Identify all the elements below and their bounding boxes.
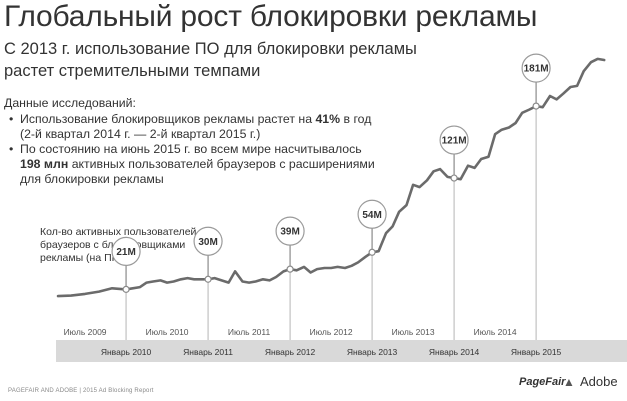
top-tick-label: Июль 2010 [146, 327, 189, 337]
chart-label-line-3: рекламы (на ПК) [40, 252, 122, 264]
callout-point [286, 265, 294, 273]
bottom-tick-label: Январь 2012 [265, 347, 316, 357]
callout-value-label: 21M [116, 247, 135, 258]
growth-percent: 41% [315, 112, 341, 126]
bottom-tick-label: Январь 2010 [101, 347, 152, 357]
timeline-band [56, 340, 627, 362]
bottom-tick-label: Январь 2011 [183, 347, 233, 357]
source-footer: PAGEFAIR AND ADOBE | 2015 Ad Blocking Re… [8, 388, 154, 394]
callout-value-label: 30M [198, 237, 217, 248]
top-tick-label: Июль 2013 [392, 327, 435, 337]
pagefair-logo: PageFair [519, 376, 566, 388]
finding-growth-suffix: в год [340, 112, 372, 126]
top-tick-label: Июль 2012 [310, 327, 353, 337]
callout-bubble [275, 216, 305, 246]
callout-bubble [439, 125, 469, 155]
bottom-tick-label: Январь 2014 [429, 347, 480, 357]
callout-point [368, 248, 376, 256]
callout-point [532, 102, 540, 110]
bottom-tick-label: Январь 2013 [347, 347, 398, 357]
top-tick-label: Июль 2011 [228, 327, 271, 337]
finding-growth-text: Использование блокировщиков рекламы раст… [20, 112, 316, 126]
findings-list: Использование блокировщиков рекламы раст… [4, 112, 375, 187]
callout-value-label: 39M [280, 227, 299, 238]
finding-growth-line-1: Использование блокировщиков рекламы раст… [20, 112, 375, 127]
finding-users-line-1: По состоянию на июнь 2015 г. во всем мир… [20, 142, 362, 156]
callout-value-label: 121M [442, 136, 467, 147]
chart-y-label: Кол-во активных пользователей браузеров … [40, 226, 196, 265]
bottom-tick-label: Январь 2015 [511, 347, 562, 357]
callout-point [204, 275, 212, 283]
finding-users-line-3: для блокировки рекламы [20, 172, 164, 186]
findings-heading: Данные исследований: [4, 96, 136, 110]
subtitle-line-1: С 2013 г. использование ПО для блокировк… [4, 40, 417, 58]
callout-bubble [193, 226, 223, 256]
top-tick-labels: Июль 2009 Июль 2010 Июль 2011 Июль 2012 Июль… [64, 327, 517, 337]
bottom-tick-labels: Январь 2010 Январь 2011 Январь 2012 Январь … [101, 347, 562, 357]
adobe-icon: ▲ [563, 375, 575, 389]
subtitle: С 2013 г. использование ПО для блокировк… [4, 38, 417, 82]
page-title: Глобальный рост блокировки рекламы [4, 0, 538, 33]
chart-label-line-1: Кол-во активных пользователей [40, 226, 197, 238]
subtitle-line-2: растет стремительными темпами [4, 62, 261, 80]
users-count: 198 млн [20, 157, 69, 171]
finding-users-line-2: 198 млн активных пользователей браузеров… [20, 157, 375, 172]
top-tick-label: Июль 2009 [64, 327, 107, 337]
callout-bubble [111, 236, 141, 266]
chart-label-line-2: браузеров с блокировщиками [40, 239, 186, 251]
top-tick-label: Июль 2014 [474, 327, 517, 337]
research-findings: Данные исследований: Использование блоки… [4, 96, 375, 187]
callout-stems [125, 106, 537, 340]
callout-point [122, 285, 130, 293]
callout-bubble [357, 199, 387, 229]
finding-growth-rate: Использование блокировщиков рекламы раст… [4, 112, 375, 142]
series-line-ad-block-users [56, 57, 606, 298]
callout-value-label: 54M [362, 210, 381, 221]
finding-users-text: активных пользователей браузеров с расши… [68, 157, 375, 171]
value-callouts: 21M 30M 39M 54M 121M 181M [111, 53, 551, 293]
callout-value-label: 181M [524, 64, 549, 75]
callout-bubble [521, 53, 551, 83]
finding-growth-period: (2-й квартал 2014 г. — 2-й квартал 2015 … [20, 127, 261, 141]
adobe-logo: Adobe [580, 374, 618, 389]
callout-point [450, 174, 458, 182]
finding-user-count: По состоянию на июнь 2015 г. во всем мир… [4, 142, 375, 187]
